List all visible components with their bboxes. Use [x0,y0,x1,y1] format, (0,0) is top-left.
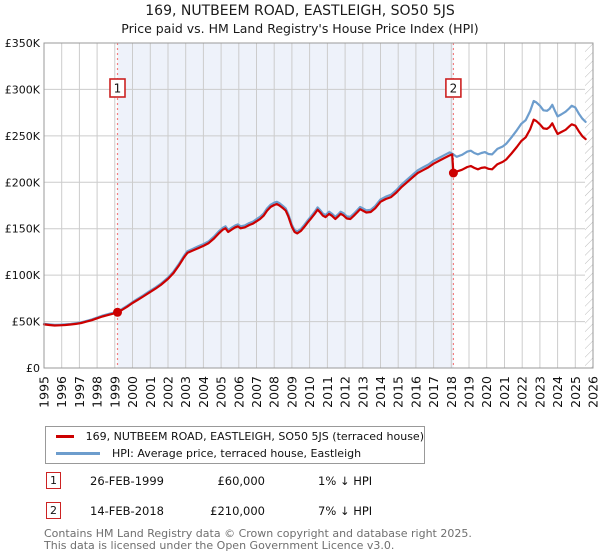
y-tick-label: £100K [5,269,41,282]
sale-2-number-box: 2 [46,502,61,519]
x-tick-label: 2018 [444,376,459,408]
legend-item-hpi: HPI: Average price, terraced house, East… [46,446,424,461]
x-tick-label: 1996 [54,376,69,408]
x-tick-label: 2024 [550,376,565,408]
x-tick-label: 2022 [515,376,530,408]
sale-2-hpi-note: 7% ↓ HPI [318,504,373,518]
y-tick-label: £150K [5,223,41,236]
x-tick-label: 2012 [338,376,353,408]
sale-1-number-box: 1 [46,472,61,489]
x-tick-label: 2006 [231,376,246,408]
sale-marker-number-1: 1 [114,82,122,96]
x-tick-label: 1995 [37,376,52,408]
y-tick-label: £50K [12,316,41,329]
x-tick-label: 2007 [249,376,264,408]
x-tick-label: 2026 [586,376,600,408]
property-line-swatch [56,435,74,439]
x-tick-label: 2013 [355,376,370,408]
y-tick-label: £350K [5,37,41,50]
sale-marker-number-2: 2 [450,82,458,96]
sale-1-date: 26-FEB-1999 [90,474,164,488]
future-hatch-region [585,43,593,368]
sale-2-date: 14-FEB-2018 [90,504,164,518]
footer-line-2: This data is licensed under the Open Gov… [44,538,395,552]
y-tick-label: £250K [5,130,41,143]
x-tick-label: 2019 [462,376,477,408]
x-tick-label: 2009 [284,376,299,408]
sale-annotation-row-2: 2 14-FEB-2018 £210,000 7% ↓ HPI [0,502,600,522]
license-footer: Contains HM Land Registry data © Crown c… [44,528,584,551]
legend-item-property: 169, NUTBEEM ROAD, EASTLEIGH, SO50 5JS (… [46,429,424,444]
sale-2-price: £210,000 [210,504,265,518]
x-tick-label: 2016 [408,376,423,408]
hpi-line-swatch [56,451,100,455]
x-tick-label: 1998 [90,376,105,408]
plot-border [43,42,594,369]
x-tick-label: 2014 [373,376,388,408]
x-tick-label: 2020 [479,376,494,408]
y-tick-label: £300K [5,83,41,96]
sale-marker-box-1 [109,78,126,98]
sale-point-2 [448,168,458,178]
x-tick-label: 2000 [125,376,140,408]
x-tick-label: 2021 [497,376,512,408]
x-tick-label: 1999 [107,376,122,408]
series-line-property [42,118,587,327]
x-tick-label: 2011 [320,376,335,408]
x-tick-label: 2004 [196,376,211,408]
between-sales-shading [117,43,454,368]
x-tick-label: 2002 [161,376,176,408]
sale-1-hpi-note: 1% ↓ HPI [318,474,373,488]
page-subtitle: Price paid vs. HM Land Registry's House … [121,21,479,36]
y-tick-label: £0 [26,362,40,375]
x-tick-label: 2005 [214,376,229,408]
x-tick-label: 2003 [178,376,193,408]
x-tick-label: 2015 [391,376,406,408]
sale-annotation-row-1: 1 26-FEB-1999 £60,000 1% ↓ HPI [0,472,600,492]
x-tick-label: 2008 [267,376,282,408]
y-tick-label: £200K [5,176,41,189]
page-title: 169, NUTBEEM ROAD, EASTLEIGH, SO50 5JS [145,3,455,19]
price-chart: 1 2 £0 £50K £100K £150K £200K £250K £300K £350K 19… [5,37,600,408]
legend-label-property: 169, NUTBEEM ROAD, EASTLEIGH, SO50 5JS (… [85,430,424,444]
x-tick-label: 2010 [302,376,317,408]
legend-box: 169, NUTBEEM ROAD, EASTLEIGH, SO50 5JS (… [45,426,425,464]
x-tick-label: 2001 [143,376,158,408]
x-tick-label: 1997 [72,376,87,408]
footer-line-1: Contains HM Land Registry data © Crown c… [44,527,472,540]
sale-1-price: £60,000 [217,474,265,488]
x-tick-label: 2017 [426,376,441,408]
legend-label-hpi: HPI: Average price, terraced house, East… [112,446,362,460]
x-tick-label: 2023 [532,376,547,408]
x-tick-label: 2025 [568,376,583,408]
sale-point-1 [113,307,122,317]
sale-marker-box-2 [445,78,462,98]
